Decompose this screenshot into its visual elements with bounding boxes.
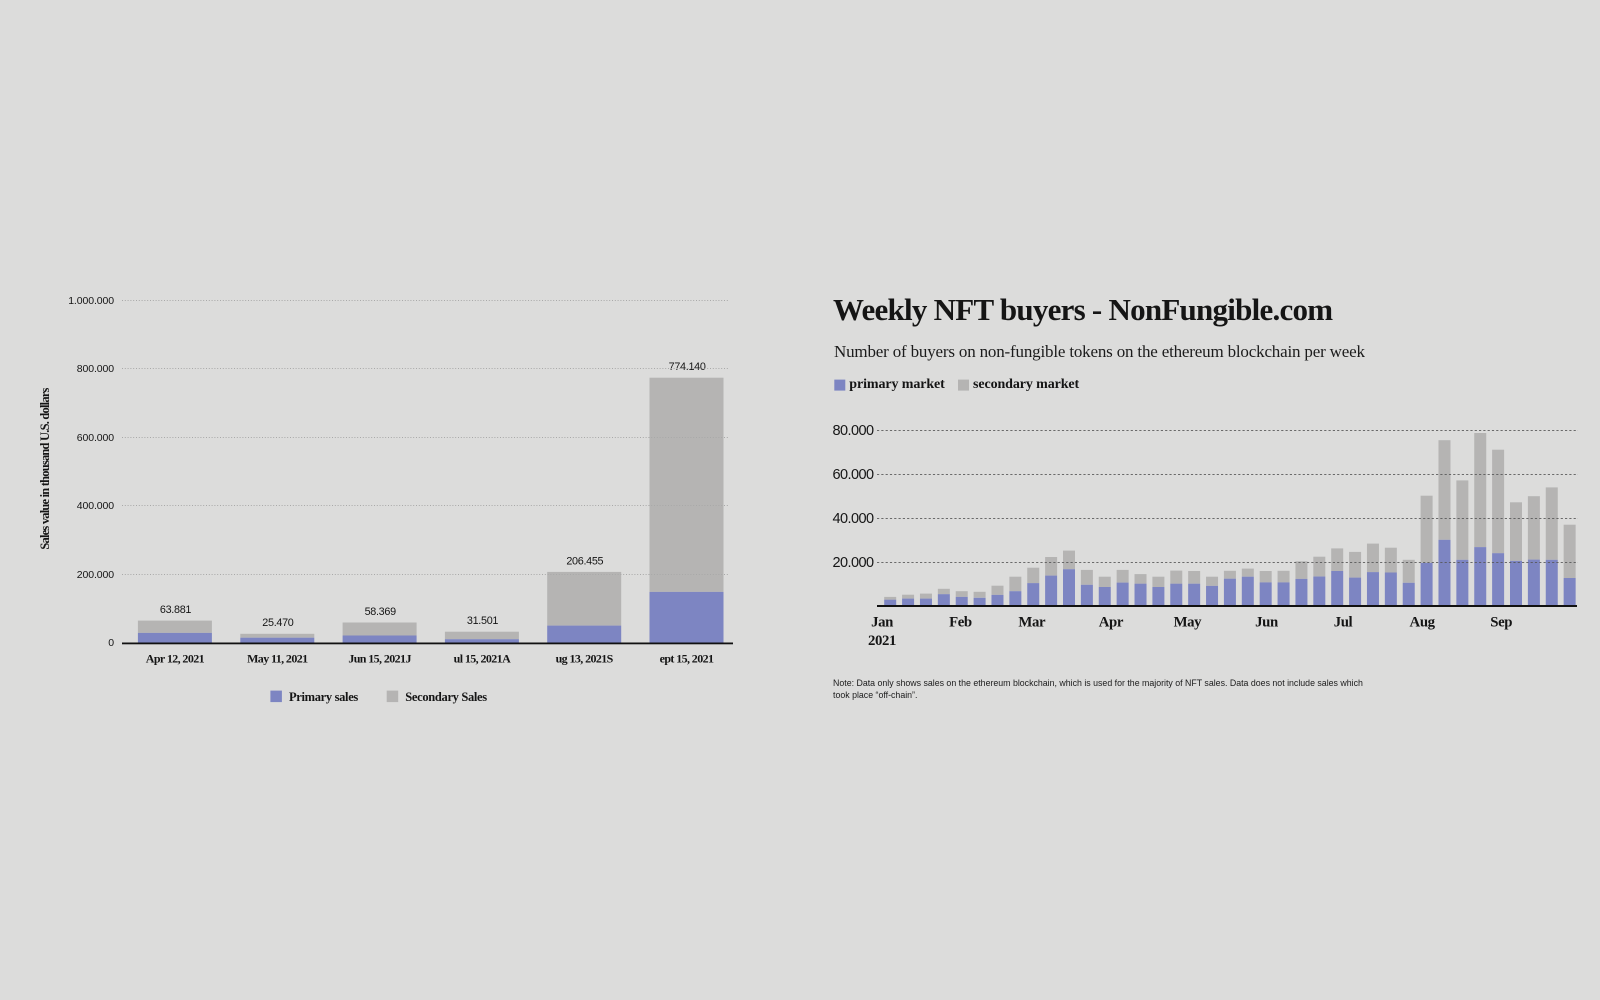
svg-text:774.140: 774.140 — [669, 361, 706, 373]
svg-text:Aug: Aug — [1410, 614, 1436, 630]
svg-text:60.000: 60.000 — [832, 467, 874, 483]
svg-text:31.501: 31.501 — [467, 615, 499, 627]
svg-text:400.000: 400.000 — [77, 500, 115, 512]
svg-text:May 11, 2021: May 11, 2021 — [247, 651, 308, 665]
svg-text:Sales value in thousand U.S. d: Sales value in thousand U.S. dollars — [38, 387, 52, 549]
svg-text:ept 15, 2021: ept 15, 2021 — [660, 651, 714, 665]
svg-text:Jul: Jul — [1334, 614, 1353, 630]
svg-text:800.000: 800.000 — [77, 363, 115, 375]
svg-text:20.000: 20.000 — [832, 555, 874, 571]
svg-text:ul 15, 2021A: ul 15, 2021A — [454, 651, 511, 665]
svg-text:Jun: Jun — [1255, 614, 1278, 630]
svg-text:Jan: Jan — [871, 614, 893, 630]
svg-text:Mar: Mar — [1018, 614, 1046, 630]
svg-text:63.881: 63.881 — [160, 604, 192, 616]
svg-text:Feb: Feb — [949, 614, 972, 630]
svg-text:Apr 12, 2021: Apr 12, 2021 — [146, 651, 205, 665]
svg-text:206.455: 206.455 — [566, 555, 603, 567]
svg-text:Secondary Sales: Secondary Sales — [405, 690, 487, 704]
svg-text:0: 0 — [108, 637, 114, 649]
svg-text:1.000.000: 1.000.000 — [68, 295, 114, 307]
svg-text:2021: 2021 — [868, 633, 896, 649]
svg-text:200.000: 200.000 — [77, 569, 115, 581]
svg-text:80.000: 80.000 — [832, 423, 874, 439]
svg-text:Apr: Apr — [1099, 614, 1124, 630]
svg-text:Primary sales: Primary sales — [289, 690, 358, 704]
svg-text:ug 13, 2021S: ug 13, 2021S — [556, 651, 614, 665]
svg-text:58.369: 58.369 — [365, 606, 397, 618]
svg-text:Sep: Sep — [1490, 614, 1512, 630]
svg-text:25.470: 25.470 — [262, 617, 294, 629]
svg-text:Jun 15, 2021J: Jun 15, 2021J — [348, 651, 411, 665]
svg-text:600.000: 600.000 — [77, 432, 115, 444]
svg-text:40.000: 40.000 — [832, 511, 874, 527]
svg-text:May: May — [1174, 614, 1203, 630]
